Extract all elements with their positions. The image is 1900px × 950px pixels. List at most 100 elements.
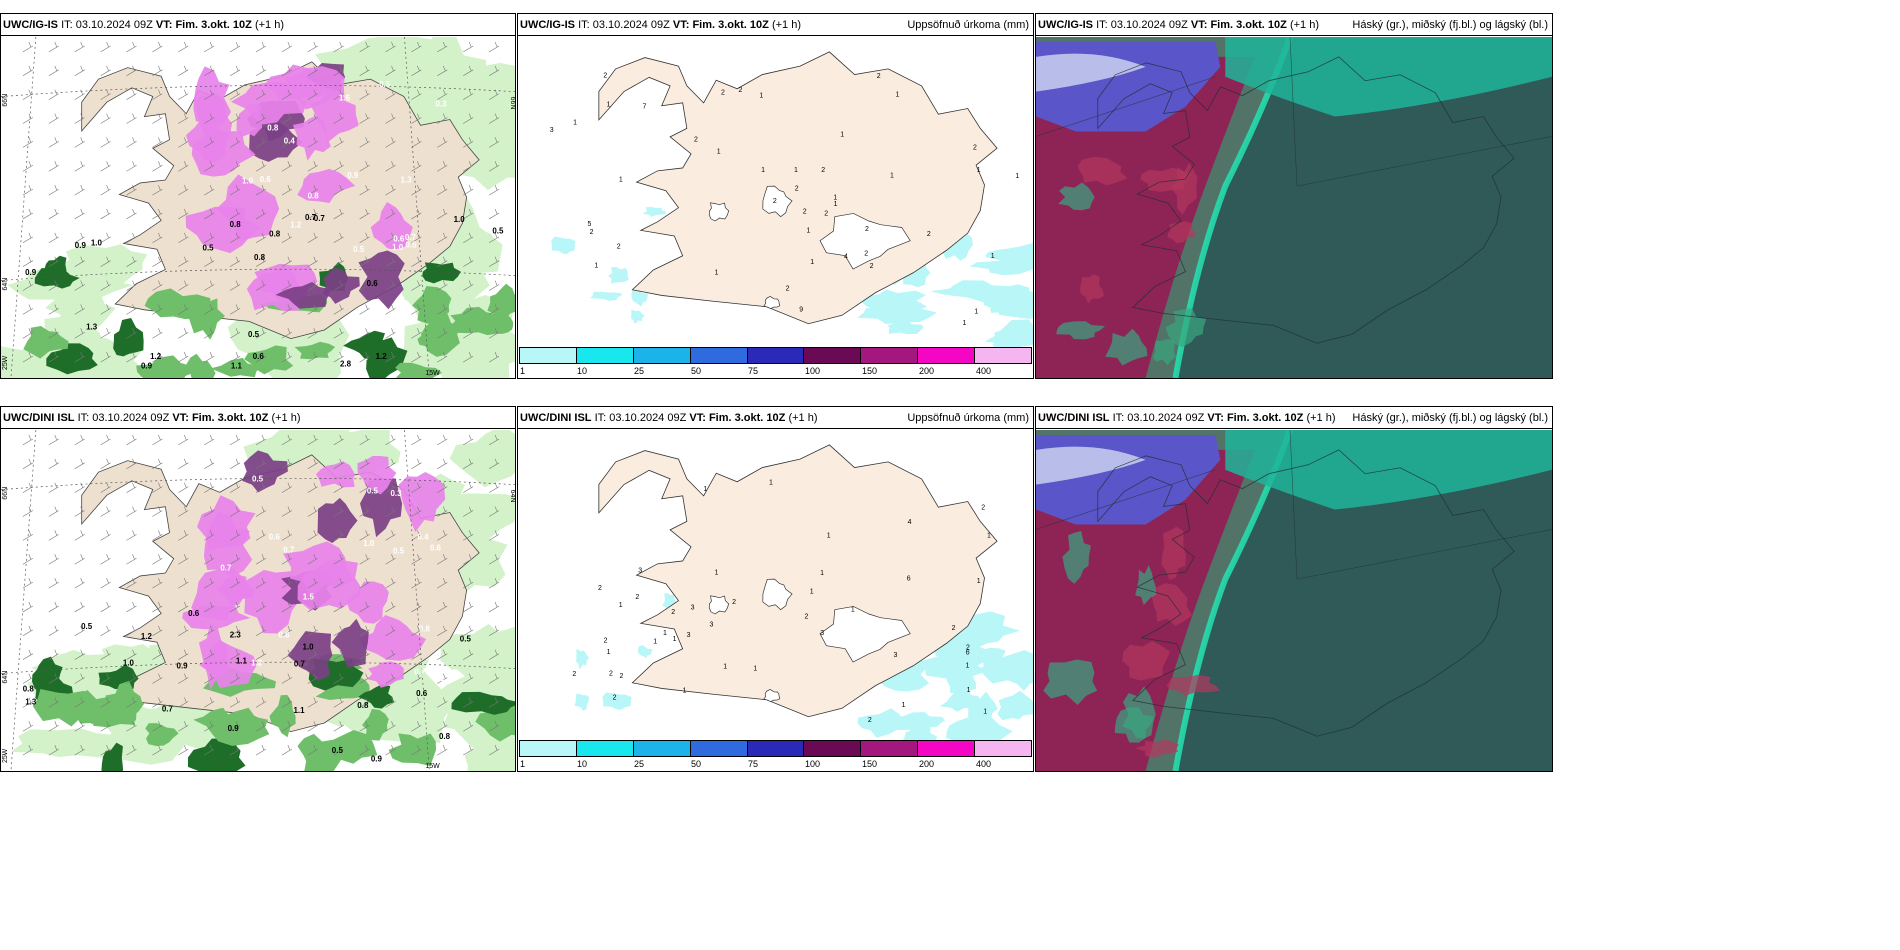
cloud-patch [1122,686,1156,739]
wind-barb [333,601,344,613]
colorbar-tick-label: 50 [691,366,702,376]
wind-barb [488,352,500,363]
precip-area-moderate [388,733,437,767]
precip-value-label: 1.0 [91,239,103,248]
precip-amount-label: 2 [966,644,970,651]
wind-barb [126,161,137,172]
precip-amount-label: 2 [603,73,607,80]
precip-area-heavy [246,266,301,312]
precip-patch [1001,660,1033,691]
wind-barb [204,721,215,732]
colorbar-tick-label: 150 [862,759,878,769]
precip-patch [912,655,990,681]
precip-value-label: 0.9 [75,241,87,250]
precip-amount-label: 2 [877,73,881,80]
wind-barb [385,554,396,565]
wind-barb [229,352,241,363]
panel-cloud-row2: UWC/DINI ISL IT: 03.10.2024 09Z VT: Fim.… [1035,406,1553,772]
wind-barb [48,352,59,363]
wind-barb [463,506,474,517]
wind-barb [281,232,293,244]
precip-amount-label: 1 [759,93,763,100]
precip-amount-label: 2 [927,231,931,238]
wind-barb [229,304,241,315]
wind-barbs [22,434,515,756]
axis-labels: 66N 64N 25W 15W 64N [2,487,515,770]
precip-area-moderate [145,723,179,746]
wind-barb [178,65,189,77]
it-label: IT: [594,412,607,424]
precip-value-label: 0.8 [269,229,281,238]
wind-barb [74,482,85,493]
wind-barb [411,482,422,493]
wind-barb [488,232,500,244]
wind-barb [385,697,396,708]
wind-barb [359,208,370,220]
wind-barb [178,161,189,172]
wind-barb [255,280,267,291]
wind-barb [100,649,111,660]
precip-amount-label: 2 [739,87,743,94]
wind-barb [359,41,370,53]
precip-amount-label: 2 [635,594,639,601]
wind-barb [307,161,318,172]
wind-barb [48,65,59,77]
lon-label-left: 25W [2,355,9,370]
wind-barb [22,554,34,565]
colorbar-bin [804,348,862,363]
wind-barb [463,745,474,756]
wind-barb [385,352,396,363]
wind-barb [437,601,448,613]
precip-amount-label: 1 [769,480,773,487]
wind-barb [100,458,111,470]
wind-barb [48,697,59,708]
wind-barb [22,352,34,363]
precip-amount-label: 3 [710,622,714,629]
precip-value-label: 1.0 [392,243,404,252]
wind-barb [488,673,500,684]
precip-patch [939,228,973,261]
precip-area-moderate [188,296,226,340]
wind-barb [22,232,34,244]
wind-barb [229,280,241,291]
precip-value-label: 0.3 [436,100,448,109]
precip-area-moderate [395,362,442,378]
wind-barb [48,530,59,541]
longitude-line [404,37,430,378]
precip-amount-label: 2 [981,504,985,511]
wind-barb [204,113,215,124]
colorbar-bins [519,347,1032,364]
wind-barb [22,530,34,541]
wind-barb [307,458,318,470]
precip-value-label: 2.3 [230,631,242,640]
precip-amount-label: 1 [794,167,798,174]
wind-barb [178,280,189,291]
wind-barb [22,161,34,172]
wind-barb [385,506,396,517]
wind-barb [74,304,85,315]
cloud-map-canvas [1036,37,1552,378]
wind-barb [126,601,137,613]
wind-barb [204,89,215,100]
precip-value-label: 0.5 [203,243,215,252]
it-label: IT: [578,19,590,31]
wind-barb [359,137,370,148]
precip-patch [984,319,1033,347]
lat-label-mid: 64N [2,278,9,291]
precip-amount-label: 1 [974,308,978,315]
wind-barb [100,65,111,77]
wind-barb [74,41,85,53]
wind-barb [229,434,241,446]
wind-barb [229,232,241,244]
wind-barb [204,185,215,196]
wind-barb [359,625,370,637]
precip-amount-label: 1 [607,649,611,656]
wind-barb [281,41,293,53]
precip-amount-label: 1 [895,92,899,99]
wind-barb [359,304,370,315]
wind-barb [307,256,318,267]
precip-value-label: 1.3 [400,175,412,184]
wind-barb [359,328,370,339]
wind-barb [281,601,293,613]
colorbar-tick-label: 200 [919,366,935,376]
